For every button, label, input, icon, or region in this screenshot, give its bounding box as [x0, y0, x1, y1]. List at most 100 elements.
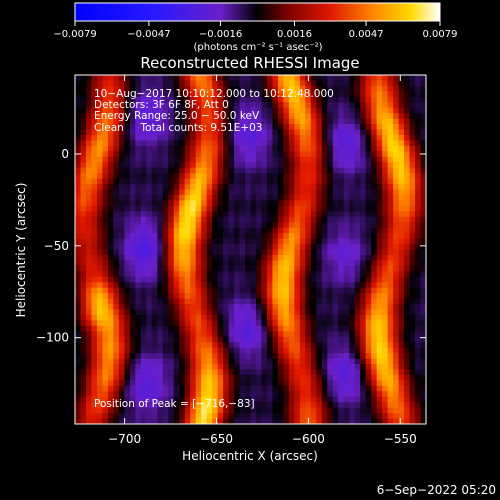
- heatmap-cell: [223, 369, 230, 376]
- heatmap-cell: [294, 293, 301, 300]
- heatmap-cell: [146, 134, 153, 142]
- heatmap-cell: [316, 374, 323, 381]
- heatmap-cell: [206, 320, 213, 327]
- heatmap-cell: [332, 336, 339, 343]
- heatmap-cell: [277, 364, 284, 371]
- heatmap-cell: [387, 254, 394, 261]
- heatmap-cell: [228, 238, 235, 245]
- heatmap-cell: [124, 216, 131, 223]
- heatmap-cell: [146, 118, 153, 125]
- heatmap-cell: [96, 249, 104, 256]
- heatmap-cell: [129, 358, 136, 365]
- heatmap-cell: [365, 336, 372, 343]
- heatmap-cell: [310, 418, 317, 424]
- heatmap-cell: [135, 347, 142, 354]
- heatmap-cell: [354, 189, 361, 196]
- heatmap-cell: [124, 91, 131, 98]
- heatmap-cell: [360, 189, 367, 196]
- heatmap-cell: [277, 298, 284, 305]
- heatmap-cell: [288, 189, 295, 196]
- heatmap-cell: [387, 309, 394, 316]
- heatmap-cell: [266, 342, 274, 349]
- heatmap-cell: [255, 407, 263, 414]
- heatmap-cell: [234, 244, 241, 251]
- heatmap-cell: [283, 216, 290, 223]
- heatmap-cell: [234, 85, 241, 92]
- heatmap-cell: [234, 298, 241, 305]
- heatmap-cell: [294, 80, 301, 87]
- heatmap-cell: [365, 331, 372, 338]
- heatmap-cell: [195, 402, 202, 409]
- heatmap-cell: [354, 173, 361, 180]
- heatmap-cell: [146, 96, 153, 103]
- heatmap-cell: [327, 173, 334, 180]
- heatmap-cell: [261, 124, 268, 131]
- heatmap-cell: [118, 265, 125, 272]
- heatmap-cell: [173, 167, 180, 174]
- heatmap-cell: [398, 233, 405, 240]
- heatmap-cell: [201, 145, 208, 152]
- heatmap-cell: [190, 407, 197, 414]
- heatmap-cell: [404, 407, 411, 414]
- heatmap-cell: [327, 129, 334, 136]
- heatmap-cell: [266, 238, 274, 245]
- heatmap-cell: [261, 293, 268, 300]
- heatmap-cell: [118, 325, 125, 332]
- heatmap-cell: [360, 211, 367, 218]
- heatmap-cell: [371, 85, 378, 92]
- heatmap-cell: [245, 216, 252, 223]
- heatmap-cell: [404, 156, 411, 163]
- heatmap-cell: [250, 118, 257, 125]
- heatmap-cell: [338, 396, 345, 403]
- heatmap-cell: [113, 413, 120, 420]
- heatmap-cell: [266, 134, 274, 142]
- heatmap-cell: [239, 227, 246, 234]
- heatmap-cell: [332, 320, 339, 327]
- heatmap-cell: [321, 265, 328, 272]
- heatmap-cell: [151, 222, 158, 229]
- y-tick-label: −100: [36, 331, 69, 345]
- heatmap-cell: [371, 385, 378, 392]
- heatmap-cell: [288, 369, 295, 376]
- heatmap-cell: [102, 140, 109, 147]
- heatmap-cell: [376, 156, 383, 163]
- heatmap-cell: [162, 145, 169, 152]
- heatmap-cell: [146, 167, 153, 174]
- heatmap-cell: [157, 167, 164, 174]
- heatmap-cell: [277, 407, 284, 414]
- heatmap-cell: [80, 254, 87, 261]
- heatmap-cell: [332, 162, 339, 169]
- heatmap-cell: [299, 129, 306, 136]
- heatmap-cell: [140, 336, 147, 343]
- heatmap-cell: [409, 167, 416, 174]
- heatmap-cell: [310, 189, 317, 196]
- heatmap-cell: [206, 336, 213, 343]
- heatmap-cell: [162, 151, 169, 158]
- heatmap-cell: [118, 151, 125, 158]
- heatmap-cell: [327, 151, 334, 158]
- heatmap-cell: [184, 304, 191, 311]
- heatmap-cell: [135, 369, 142, 376]
- heatmap-cell: [206, 385, 213, 392]
- heatmap-cell: [250, 304, 257, 311]
- heatmap-cell: [201, 364, 208, 371]
- heatmap-cell: [91, 385, 98, 392]
- heatmap-cell: [195, 320, 202, 327]
- heatmap-cell: [151, 244, 158, 251]
- heatmap-cell: [146, 276, 153, 283]
- heatmap-cell: [365, 162, 372, 169]
- heatmap-cell: [261, 254, 268, 261]
- heatmap-cell: [195, 244, 202, 251]
- heatmap-cell: [151, 369, 158, 376]
- heatmap-cell: [360, 178, 367, 185]
- heatmap-cell: [113, 129, 120, 136]
- heatmap-cell: [255, 211, 263, 218]
- heatmap-cell: [107, 145, 114, 152]
- heatmap-cell: [239, 102, 246, 109]
- heatmap-cell: [277, 287, 284, 294]
- heatmap-cell: [387, 380, 394, 387]
- heatmap-cell: [157, 173, 164, 180]
- heatmap-cell: [261, 107, 268, 114]
- heatmap-cell: [277, 249, 284, 256]
- heatmap-cell: [283, 298, 290, 305]
